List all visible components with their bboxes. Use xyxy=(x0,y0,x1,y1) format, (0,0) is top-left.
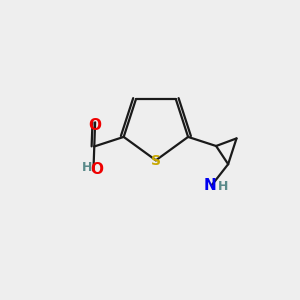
Text: O: O xyxy=(88,118,102,133)
Text: N: N xyxy=(204,178,217,193)
Text: O: O xyxy=(91,162,103,177)
Text: S: S xyxy=(151,154,161,168)
Text: H: H xyxy=(218,180,228,193)
Text: H: H xyxy=(82,160,92,174)
